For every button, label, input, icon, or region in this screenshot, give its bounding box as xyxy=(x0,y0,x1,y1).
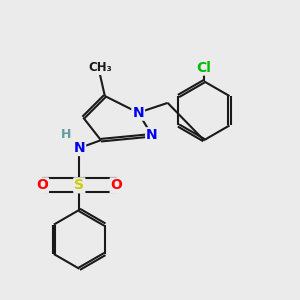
Text: N: N xyxy=(132,106,144,120)
Text: N: N xyxy=(146,128,158,142)
Text: O: O xyxy=(111,178,123,192)
Text: Cl: Cl xyxy=(196,61,211,75)
Text: N: N xyxy=(74,141,85,155)
Text: H: H xyxy=(60,128,71,141)
Text: S: S xyxy=(74,178,84,192)
Text: CH₃: CH₃ xyxy=(88,61,112,74)
Text: O: O xyxy=(36,178,48,192)
